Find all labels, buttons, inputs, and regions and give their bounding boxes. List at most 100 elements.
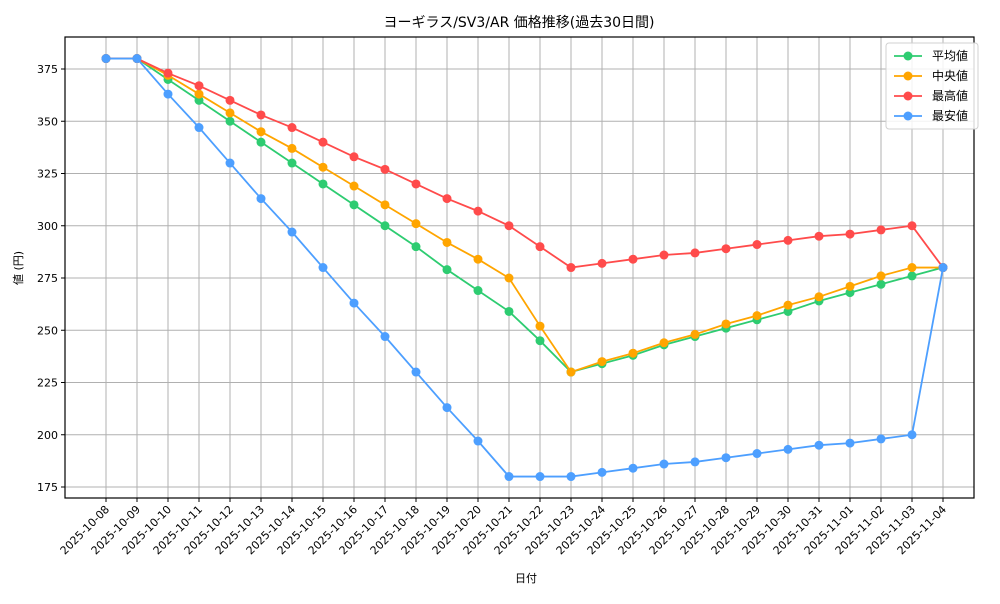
data-point — [597, 357, 607, 367]
grid — [65, 37, 974, 498]
data-point — [783, 444, 793, 454]
legend-box — [885, 42, 979, 130]
data-point — [535, 242, 545, 252]
y-axis: 175 200 225 250 275 300 325 350 375 — [37, 63, 65, 494]
data-point — [225, 158, 235, 168]
data-point — [876, 271, 886, 281]
series-line — [106, 57, 943, 374]
data-point — [907, 430, 917, 440]
data-point — [876, 434, 886, 444]
data-point — [318, 179, 328, 189]
series-line — [106, 57, 944, 374]
series-1 — [101, 54, 948, 377]
data-point — [442, 194, 452, 204]
data-point — [504, 472, 514, 482]
data-point — [411, 179, 421, 189]
legend-label: 平均値 — [932, 48, 968, 63]
data-point — [473, 206, 483, 216]
legend-marker-icon — [903, 71, 913, 81]
data-point — [349, 200, 359, 210]
data-point — [659, 338, 669, 348]
data-point — [411, 219, 421, 229]
data-point — [907, 271, 917, 281]
y-tick-label: 200 — [37, 429, 58, 442]
series-line — [106, 57, 944, 478]
legend-label: 最高値 — [932, 88, 968, 103]
data-point — [814, 440, 824, 450]
data-point — [411, 367, 421, 377]
y-tick-label: 325 — [37, 168, 58, 181]
data-point — [411, 242, 421, 252]
data-point — [814, 231, 824, 241]
data-point — [442, 237, 452, 247]
data-point — [566, 367, 576, 377]
data-point — [473, 286, 483, 296]
legend-item: 最高値 — [894, 88, 968, 103]
data-point — [721, 244, 731, 254]
data-point — [132, 54, 142, 64]
data-point — [845, 229, 855, 239]
data-point — [907, 263, 917, 273]
data-point — [659, 459, 669, 469]
data-point — [628, 254, 638, 264]
data-point — [907, 221, 917, 231]
y-tick-label: 275 — [37, 272, 58, 285]
data-point — [287, 227, 297, 237]
data-point — [690, 329, 700, 339]
data-point — [101, 54, 111, 64]
data-point — [752, 311, 762, 321]
y-axis-label: 値 (円) — [12, 251, 25, 285]
data-point — [473, 436, 483, 446]
data-point — [814, 292, 824, 302]
data-point — [380, 164, 390, 174]
data-point — [783, 306, 793, 316]
data-point — [194, 81, 204, 91]
series-3 — [101, 54, 948, 482]
data-point — [473, 254, 483, 264]
legend-item: 平均値 — [894, 48, 968, 63]
data-point — [721, 453, 731, 463]
data-point — [225, 108, 235, 118]
data-point — [845, 288, 855, 298]
data-point — [287, 123, 297, 133]
data-point — [349, 298, 359, 308]
data-point — [194, 89, 204, 99]
y-tick-label: 375 — [37, 63, 58, 76]
data-point — [566, 472, 576, 482]
x-axis-label: 日付 — [515, 572, 537, 585]
data-point — [380, 332, 390, 342]
data-point — [256, 127, 266, 137]
data-point — [845, 438, 855, 448]
data-point — [876, 225, 886, 235]
data-point — [349, 181, 359, 191]
data-point — [690, 248, 700, 258]
data-point — [504, 273, 514, 283]
legend-marker-icon — [903, 91, 913, 101]
data-point — [225, 116, 235, 126]
x-axis: 2025-10-082025-10-092025-10-102025-10-11… — [58, 498, 949, 557]
data-point — [256, 137, 266, 147]
legend-item: 最安値 — [894, 108, 968, 123]
chart-title: ヨーギラス/SV3/AR 価格推移(過去30日間) — [383, 15, 654, 31]
data-point — [504, 306, 514, 316]
data-point — [659, 250, 669, 260]
data-point — [783, 300, 793, 310]
data-point — [535, 321, 545, 331]
data-point — [225, 95, 235, 105]
data-point — [256, 194, 266, 204]
data-point — [752, 449, 762, 459]
data-point — [194, 123, 204, 133]
data-point — [380, 221, 390, 231]
data-point — [566, 263, 576, 273]
series-lines — [101, 54, 948, 482]
data-point — [163, 89, 173, 99]
legend-label: 最安値 — [932, 108, 968, 123]
data-point — [535, 336, 545, 346]
y-tick-label: 250 — [37, 324, 58, 337]
data-point — [504, 221, 514, 231]
data-point — [442, 265, 452, 275]
data-point — [380, 200, 390, 210]
data-point — [783, 235, 793, 245]
